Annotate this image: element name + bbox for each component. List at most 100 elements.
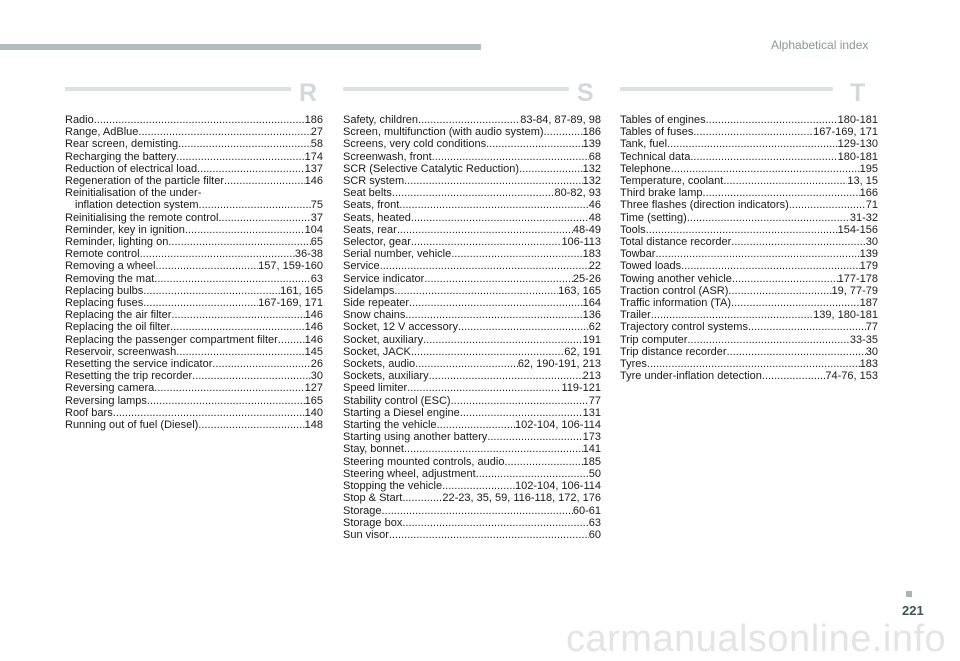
index-entry[interactable]: SCR system 132 [343,175,601,187]
index-entry[interactable]: Seat belts 80-82, 93 [343,187,601,199]
index-entry[interactable]: Reinitialising the remote control 37 [65,212,323,224]
index-entry[interactable]: Reversing lamps 165 [65,395,323,407]
index-entry[interactable]: Rear screen, demisting 58 [65,138,323,150]
entry-name: Replacing fuses [65,297,144,310]
index-entry[interactable]: Time (setting) 31-32 [620,212,878,224]
index-entry[interactable]: Steering mounted controls, audio 185 [343,456,601,468]
index-entry[interactable]: Trip computer 33-35 [620,334,878,346]
index-entry[interactable]: Storage box 63 [343,517,601,529]
index-entry[interactable]: Starting using another battery 173 [343,431,601,443]
entry-pages: 74-76, 153 [825,370,878,383]
index-entry[interactable]: Stop & Start 22-23, 35, 59, 116-118, 172,… [343,492,601,504]
entry-pages: 27 [310,126,323,139]
index-entry[interactable]: Reinitialisation of the under- [65,187,323,199]
index-entry[interactable]: Replacing bulbs 161, 165 [65,285,323,297]
index-entry[interactable]: Resetting the service indicator 26 [65,358,323,370]
entry-pages: 164 [582,297,601,310]
index-entry[interactable]: Regeneration of the particle filter 146 [65,175,323,187]
index-entry[interactable]: Traction control (ASR) 19, 77-79 [620,285,878,297]
index-entry[interactable]: Speed limiter 119-121 [343,382,601,394]
index-entry[interactable]: inflation detection system 75 [65,199,323,211]
index-entry[interactable]: Roof bars 140 [65,407,323,419]
index-entry[interactable]: Removing a wheel 157, 159-160 [65,260,323,272]
index-entry[interactable]: Socket, 12 V accessory 62 [343,321,601,333]
index-entry[interactable]: Replacing the passenger compartment filt… [65,334,323,346]
index-entry[interactable]: Total distance recorder 30 [620,236,878,248]
index-entry[interactable]: Stability control (ESC) 77 [343,395,601,407]
index-entry[interactable]: Reversing camera 127 [65,382,323,394]
index-entry[interactable]: Screenwash, front 68 [343,151,601,163]
index-entry[interactable]: Towbar 139 [620,248,878,260]
index-entry[interactable]: Traffic information (TA) 187 [620,297,878,309]
index-entry[interactable]: Sun visor 60 [343,529,601,541]
index-entry[interactable]: Replacing the oil filter 146 [65,321,323,333]
index-entry[interactable]: Service indicator 25-26 [343,273,601,285]
index-entry[interactable]: Technical data 180-181 [620,151,878,163]
index-entry[interactable]: Sidelamps 163, 165 [343,285,601,297]
entry-name: Starting using another battery [343,431,488,444]
entry-name: Trajectory control systems [620,321,748,334]
index-entry[interactable]: Starting a Diesel engine 131 [343,407,601,419]
entry-pages: 102-104, 106-114 [514,419,601,432]
index-entry[interactable]: Resetting the trip recorder 30 [65,370,323,382]
index-entry[interactable]: Telephone 195 [620,163,878,175]
index-entry[interactable]: Steering wheel, adjustment 50 [343,468,601,480]
entry-name: Service indicator [343,272,425,285]
index-entry[interactable]: Selector, gear 106-113 [343,236,601,248]
index-entry[interactable]: Tank, fuel 129-130 [620,138,878,150]
index-entry[interactable]: Side repeater 164 [343,297,601,309]
index-entry[interactable]: Remote control 36-38 [65,248,323,260]
index-entry[interactable]: Range, AdBlue 27 [65,126,323,138]
index-entry[interactable]: Safety, children 83-84, 87-89, 98 [343,114,601,126]
index-entry[interactable]: Seats, front 46 [343,199,601,211]
index-entry[interactable]: Snow chains 136 [343,309,601,321]
index-entry[interactable]: Reminder, lighting on 65 [65,236,323,248]
index-entry[interactable]: Tables of fuses 167-169, 171 [620,126,878,138]
entry-pages: 183 [582,248,601,261]
index-entry[interactable]: Third brake lamp 166 [620,187,878,199]
index-entry[interactable]: Tables of engines 180-181 [620,114,878,126]
index-entry[interactable]: Storage 60-61 [343,505,601,517]
dot-leader [178,138,311,150]
index-entry[interactable]: Tyre under-inflation detection 74-76, 153 [620,370,878,382]
index-entry[interactable]: Socket, auxiliary 191 [343,334,601,346]
entry-pages: 185 [582,455,601,468]
index-entry[interactable]: Trailer 139, 180-181 [620,309,878,321]
index-entry[interactable]: Towing another vehicle 177-178 [620,273,878,285]
index-entry[interactable]: Sockets, audio 62, 190-191, 213 [343,358,601,370]
index-entry[interactable]: Temperature, coolant 13, 15 [620,175,878,187]
index-entry[interactable]: Running out of fuel (Diesel) 148 [65,419,323,431]
dot-leader [224,175,305,187]
index-entry[interactable]: Starting the vehicle 102-104, 106-114 [343,419,601,431]
index-entry[interactable]: Serial number, vehicle 183 [343,248,601,260]
index-entry[interactable]: Stopping the vehicle 102-104, 106-114 [343,480,601,492]
index-entry[interactable]: SCR (Selective Catalytic Reduction) 132 [343,163,601,175]
index-entry[interactable]: Replacing fuses 167-169, 171 [65,297,323,309]
index-entry[interactable]: Reservoir, screenwash 145 [65,346,323,358]
index-entry[interactable]: Removing the mat 63 [65,273,323,285]
index-entry[interactable]: Three flashes (direction indicators) 71 [620,199,878,211]
index-entry[interactable]: Trajectory control systems 77 [620,321,878,333]
index-entry[interactable]: Stay, bonnet 141 [343,443,601,455]
dot-leader [411,212,589,224]
index-entry[interactable]: Screens, very cold conditions 139 [343,138,601,150]
index-entry[interactable]: Seats, heated 48 [343,212,601,224]
index-entry[interactable]: Seats, rear 48-49 [343,224,601,236]
index-entry[interactable]: Socket, JACK 62, 191 [343,346,601,358]
index-entry[interactable]: Trip distance recorder 30 [620,346,878,358]
index-entry[interactable]: Towed loads 179 [620,260,878,272]
index-entry[interactable]: Tyres 183 [620,358,878,370]
index-entry[interactable]: Sockets, auxiliary 213 [343,370,601,382]
index-entry[interactable]: Screen, multifunction (with audio system… [343,126,601,138]
index-entry[interactable]: Recharging the battery 174 [65,151,323,163]
entry-pages: 195 [859,162,878,175]
index-entry[interactable]: Tools 154-156 [620,224,878,236]
index-entry[interactable]: Radio 186 [65,114,323,126]
dot-leader [176,346,304,358]
entry-pages: 77 [865,321,878,334]
index-entry[interactable]: Replacing the air filter 146 [65,309,323,321]
index-entry[interactable]: Reminder, key in ignition 104 [65,224,323,236]
index-entry[interactable]: Reduction of electrical load 137 [65,163,323,175]
index-entry[interactable]: Service 22 [343,260,601,272]
section-rule [343,87,569,91]
